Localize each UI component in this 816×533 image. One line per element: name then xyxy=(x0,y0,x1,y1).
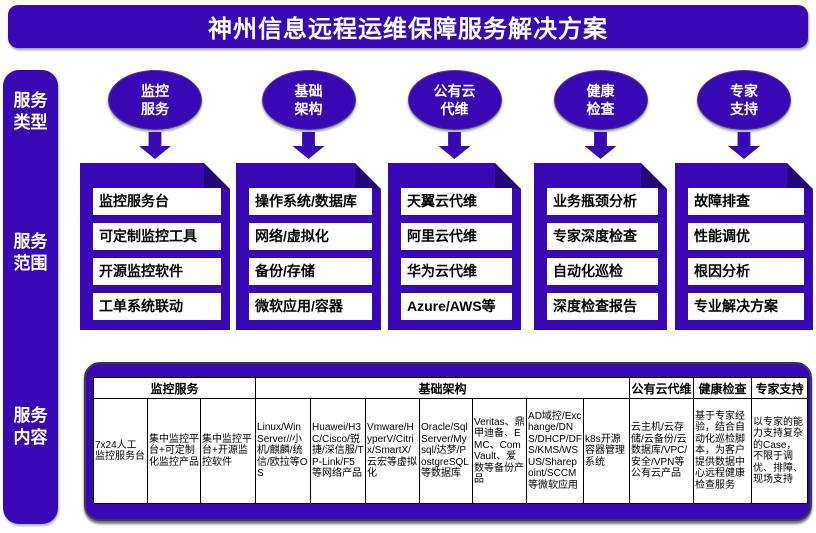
table-cell: Huawei/H3C/Cisco/锐捷/深信服/TP-Link/F5等网络产品 xyxy=(310,398,367,504)
sidebar-label-service-content: 服务 内容 xyxy=(13,406,48,447)
service-item: 操作系统/数据库 xyxy=(249,188,372,215)
table-header-row: 监控服务 基础架构 公有云代维 健康检查 专家支持 xyxy=(92,377,809,399)
service-type-ellipse: 健康 检查 xyxy=(553,70,648,130)
service-column-infrastructure: 基础 架构 操作系统/数据库 网络/虚拟化 备份/存储 微软应用/容器 xyxy=(236,70,381,333)
service-item: 自动化巡检 xyxy=(547,258,658,285)
down-arrow-icon xyxy=(139,132,171,159)
service-scope-box: 操作系统/数据库 网络/虚拟化 备份/存储 微软应用/容器 xyxy=(236,163,381,330)
service-content-table: 监控服务 基础架构 公有云代维 健康检查 专家支持 7x24人工监控服务台 集中… xyxy=(92,377,809,504)
service-type-ellipse: 专家 支持 xyxy=(697,70,791,130)
service-item: Azure/AWS等 xyxy=(401,293,512,320)
down-arrow-icon xyxy=(438,132,471,159)
table-header-infrastructure: 基础架构 xyxy=(255,377,631,399)
service-scope-box: 故障排查 性能调优 根因分析 专业解决方案 xyxy=(675,163,813,330)
table-cell: 云主机/云存储/云备份/云数据库/VPC/安全/VPN等公有云产品 xyxy=(629,398,695,504)
page-title: 神州信息远程运维保障服务解决方案 xyxy=(8,5,808,48)
service-type-ellipse: 基础 架构 xyxy=(261,70,356,130)
table-cell: 基于专家经验，结合自动化巡检脚本，为客户提供数据中心远程健康检查服务 xyxy=(693,398,753,504)
service-type-ellipse: 公有云 代维 xyxy=(407,70,502,130)
service-item: 性能调优 xyxy=(688,223,804,250)
service-type-label: 监控 服务 xyxy=(141,83,169,117)
table-header-expert-support: 专家支持 xyxy=(751,377,809,399)
service-item: 故障排查 xyxy=(688,188,804,215)
service-column-public-cloud: 公有云 代维 天翼云代维 阿里云代维 华为云代维 Azure/AWS等 xyxy=(388,70,521,333)
service-item: 微软应用/容器 xyxy=(249,293,372,320)
table-cell: Vmware/HyperV/Citrix/SmartX/云宏等虚拟化 xyxy=(365,398,421,504)
table-cell: Oracle/Sql Server/Mysql/达梦/PostgreSQL等数据… xyxy=(419,398,474,504)
table-body-row: 7x24人工监控服务台 集中监控平台+可定制化监控产品 集中监控平台+开源监控软… xyxy=(93,398,809,504)
sidebar-label-service-scope: 服务 范围 xyxy=(13,232,48,273)
service-column-health-check: 健康 检查 业务瓶颈分析 专家深度检查 自动化巡检 深度检查报告 xyxy=(534,70,667,333)
service-type-label: 公有云 代维 xyxy=(433,83,476,117)
service-item: 备份/存储 xyxy=(249,258,372,285)
service-scope-box: 业务瓶颈分析 专家深度检查 自动化巡检 深度检查报告 xyxy=(534,163,667,330)
down-arrow-icon xyxy=(292,132,325,159)
service-item: 开源监控软件 xyxy=(93,258,221,285)
service-item: 工单系统联动 xyxy=(93,293,221,320)
sidebar: 服务 类型 服务 范围 服务 内容 xyxy=(3,70,58,524)
service-type-label: 健康 检查 xyxy=(586,83,615,117)
table-header-monitoring: 监控服务 xyxy=(92,377,257,399)
service-item: 业务瓶颈分析 xyxy=(547,188,658,215)
service-item: 根因分析 xyxy=(688,258,804,285)
service-item: 网络/虚拟化 xyxy=(249,223,372,250)
table-cell: 集中监控平台+可定制化监控产品 xyxy=(147,398,201,504)
service-item: 可定制监控工具 xyxy=(93,223,221,250)
service-content-panel: 监控服务 基础架构 公有云代维 健康检查 专家支持 7x24人工监控服务台 集中… xyxy=(84,362,812,521)
service-type-label: 专家 支持 xyxy=(730,83,758,117)
table-cell: 集中监控平台+开源监控软件 xyxy=(199,398,257,504)
service-item: 监控服务台 xyxy=(93,188,221,215)
service-scope-box: 天翼云代维 阿里云代维 华为云代维 Azure/AWS等 xyxy=(388,163,521,330)
service-type-ellipse: 监控 服务 xyxy=(108,70,202,130)
table-cell: Linux/Win Server//小机/麒麟/统信/欧拉等OS xyxy=(255,398,312,504)
service-item: 专家深度检查 xyxy=(547,223,658,250)
table-header-public-cloud: 公有云代维 xyxy=(629,377,695,399)
service-item: 阿里云代维 xyxy=(401,223,512,250)
down-arrow-icon xyxy=(584,132,617,159)
service-item: 华为云代维 xyxy=(401,258,512,285)
service-column-expert-support: 专家 支持 故障排查 性能调优 根因分析 专业解决方案 xyxy=(675,70,813,333)
down-arrow-icon xyxy=(728,132,760,159)
service-item: 专业解决方案 xyxy=(688,293,804,320)
table-header-health-check: 健康检查 xyxy=(693,377,753,399)
table-cell: k8s开源容器管理系统 xyxy=(583,398,631,504)
service-scope-box: 监控服务台 可定制监控工具 开源监控软件 工单系统联动 xyxy=(80,163,230,330)
table-cell: AD域控/Exchange/DNS/DHCP/DFS/KMS/WSUS/Shar… xyxy=(526,398,585,504)
service-item: 天翼云代维 xyxy=(401,188,512,215)
sidebar-label-service-type: 服务 类型 xyxy=(13,91,48,132)
service-type-label: 基础 架构 xyxy=(294,83,323,117)
service-item: 深度检查报告 xyxy=(547,293,658,320)
service-column-monitoring: 监控 服务 监控服务台 可定制监控工具 开源监控软件 工单系统联动 xyxy=(80,70,230,333)
table-cell: Veritas、鼎甲迪备、EMC、ComVault、爱数等备份产品 xyxy=(472,398,528,504)
table-cell: 以专家的能力支持复杂的Case，不限于调优、排障、现场支持 xyxy=(751,398,809,504)
table-cell: 7x24人工监控服务台 xyxy=(93,398,148,504)
